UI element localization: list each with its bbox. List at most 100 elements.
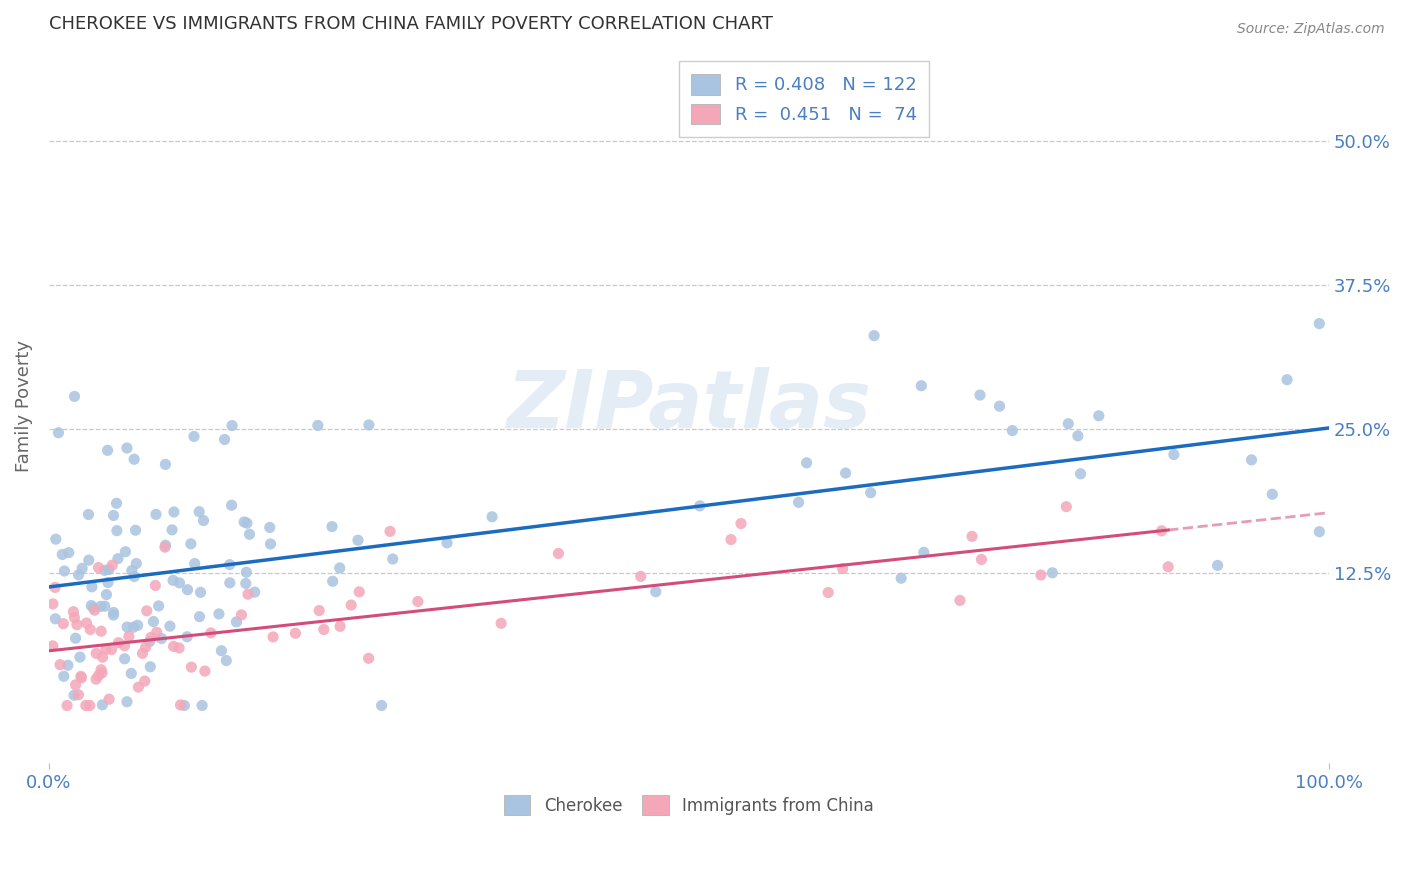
Text: CHEROKEE VS IMMIGRANTS FROM CHINA FAMILY POVERTY CORRELATION CHART: CHEROKEE VS IMMIGRANTS FROM CHINA FAMILY… [49,15,773,33]
Point [121,564,143,578]
Point [969,388,991,402]
Point [101,558,124,573]
Point [1275,373,1298,387]
Point [103,608,125,623]
Point [221,498,243,512]
Point [127,680,149,694]
Point [194,664,217,678]
Point [1206,558,1229,573]
Point [84,672,107,686]
Point [145,508,167,522]
Point [87,560,110,574]
Point [162,574,184,588]
Point [547,546,569,560]
Point [138,634,160,648]
Point [90,624,112,639]
Point [115,441,138,455]
Point [52,616,75,631]
Point [910,378,932,392]
Point [114,652,136,666]
Point [100,642,122,657]
Point [235,566,257,580]
Point [56,698,79,713]
Point [1163,448,1185,462]
Point [1054,500,1077,514]
Point [357,651,380,665]
Point [188,505,211,519]
Point [796,456,818,470]
Point [155,458,177,472]
Point [48,425,70,440]
Point [259,537,281,551]
Point [53,564,76,578]
Point [329,561,352,575]
Point [124,523,146,537]
Point [159,619,181,633]
Point [176,630,198,644]
Point [69,650,91,665]
Point [45,532,67,546]
Point [143,578,166,592]
Point [209,643,232,657]
Point [347,584,370,599]
Point [834,466,856,480]
Point [122,452,145,467]
Point [1070,467,1092,481]
Point [91,698,114,712]
Point [114,639,136,653]
Point [63,688,86,702]
Point [378,524,401,539]
Point [970,552,993,566]
Text: ZIPatlas: ZIPatlas [506,367,872,445]
Point [406,594,429,608]
Point [49,657,72,672]
Point [218,575,240,590]
Point [183,429,205,443]
Point [118,629,141,643]
Point [105,524,128,538]
Point [167,640,190,655]
Point [94,599,117,614]
Point [162,640,184,654]
Point [262,630,284,644]
Point [134,674,156,689]
Point [218,558,240,572]
Point [1150,524,1173,538]
Point [1261,487,1284,501]
Point [831,561,853,575]
Point [84,647,107,661]
Point [82,600,104,615]
Point [236,516,259,530]
Point [75,698,97,713]
Point [155,538,177,552]
Point [1040,566,1063,580]
Point [329,619,352,633]
Point [190,585,212,599]
Point [180,537,202,551]
Point [87,668,110,682]
Point [949,593,972,607]
Point [357,417,380,432]
Point [139,659,162,673]
Point [370,698,392,713]
Point [235,576,257,591]
Point [173,698,195,713]
Point [787,495,810,509]
Point [70,561,93,575]
Point [97,443,120,458]
Point [720,533,742,547]
Point [70,669,93,683]
Point [65,631,87,645]
Point [52,669,75,683]
Point [105,496,128,510]
Point [988,399,1011,413]
Point [381,552,404,566]
Point [1088,409,1111,423]
Point [107,551,129,566]
Point [160,523,183,537]
Point [960,529,983,543]
Point [44,612,66,626]
Point [120,666,142,681]
Point [489,616,512,631]
Point [1001,424,1024,438]
